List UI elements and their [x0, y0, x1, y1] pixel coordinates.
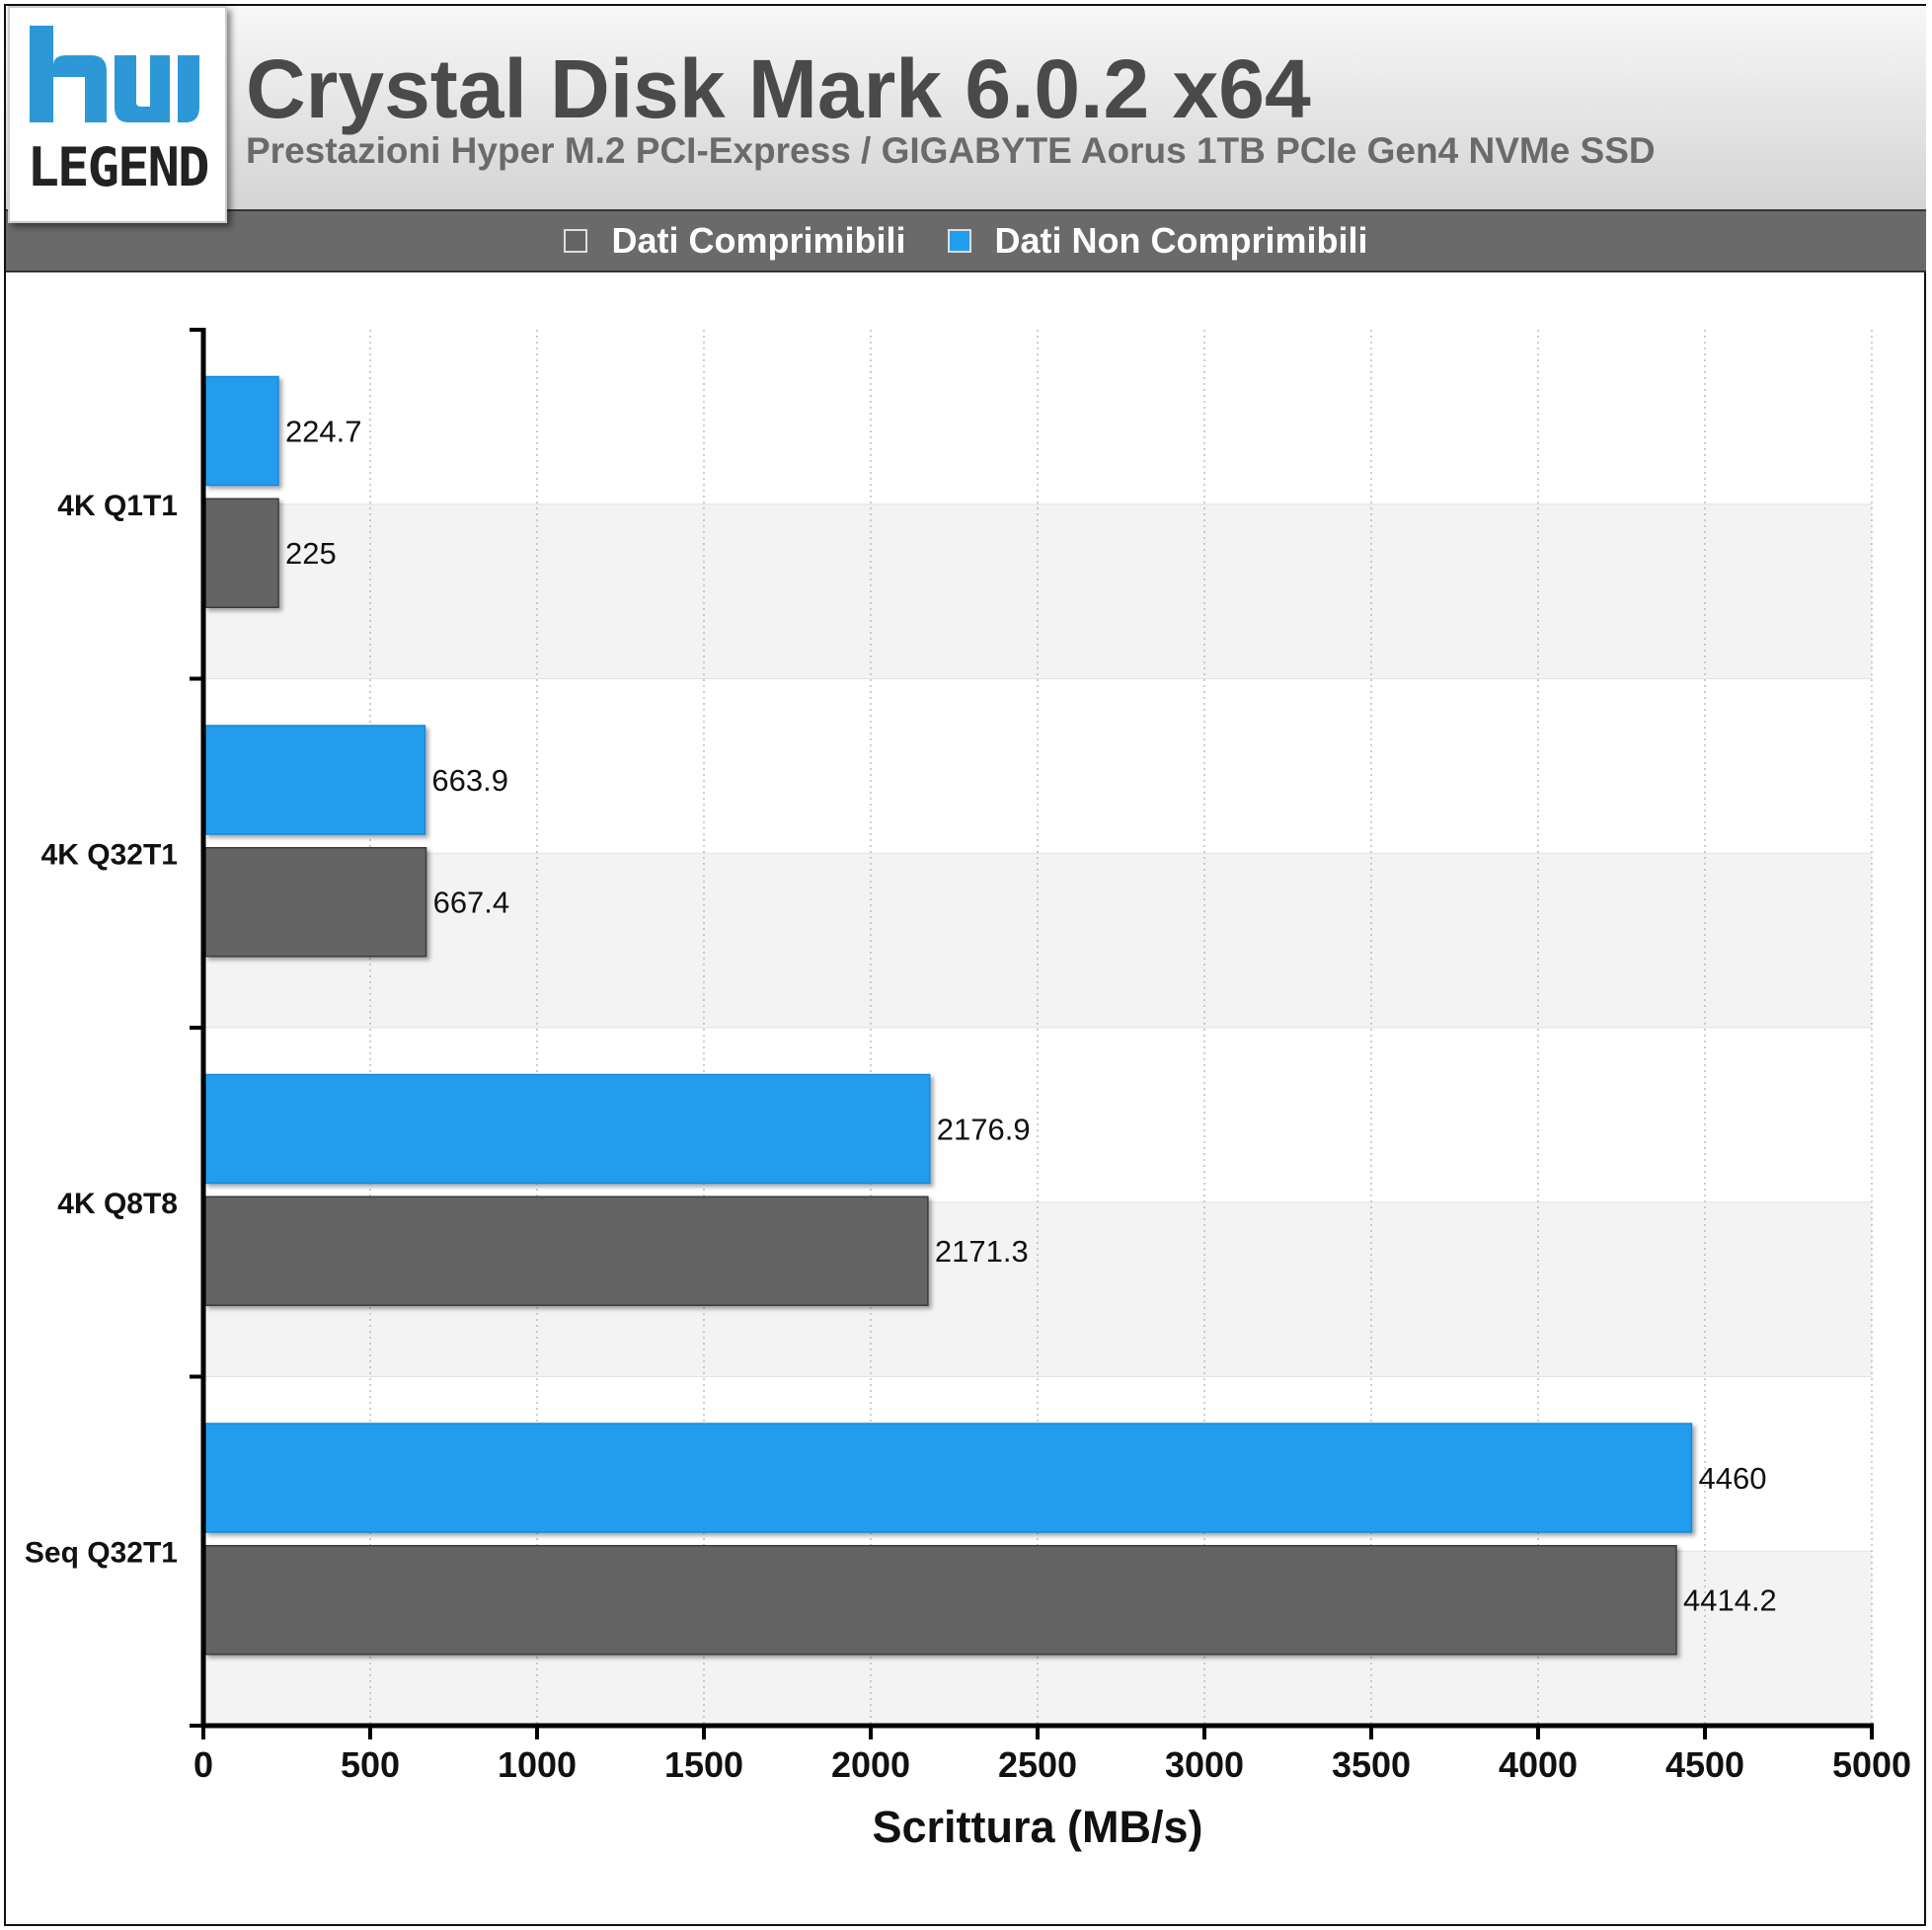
- legend-item-compressible: Dati Comprimibili: [564, 220, 906, 262]
- category-label: 4K Q32T1: [41, 838, 178, 871]
- x-tick-label: 0: [193, 1744, 213, 1785]
- category-label: Seq Q32T1: [25, 1536, 178, 1569]
- value-label: 667.4: [433, 886, 510, 920]
- chart-subtitle: Prestazioni Hyper M.2 PCI-Express / GIGA…: [246, 130, 1656, 171]
- legend-swatch-incompressible: [947, 229, 971, 253]
- x-tick-label: 5000: [1832, 1744, 1911, 1785]
- grid-lines: [369, 330, 1873, 1726]
- legend-item-incompressible: Dati Non Comprimibili: [947, 220, 1368, 262]
- hwlegend-logo-mark: [30, 26, 199, 122]
- bar-incompressible: [204, 725, 426, 835]
- category-label: 4K Q8T8: [57, 1188, 178, 1220]
- bar-compressible: [204, 1544, 1677, 1656]
- bar-compressible: [204, 846, 427, 958]
- x-tick-labels: 0 500 1000 1500 2000 2500 3000 3500 4000 4500 5000: [193, 1744, 1911, 1785]
- value-label: 225: [285, 536, 337, 571]
- legend: Dati Comprimibili Dati Non Comprimibili: [6, 211, 1926, 270]
- bar-compressible: [204, 1196, 929, 1306]
- value-labels: 224.7 663.9 2176.9 4460 225 667.4 2171.3 4414.2: [285, 415, 1777, 1618]
- hwlegend-logo: LEGEND: [8, 6, 227, 223]
- value-label: 2171.3: [935, 1234, 1029, 1269]
- bar-incompressible: [204, 1073, 931, 1185]
- x-tick-label: 3000: [1165, 1744, 1244, 1785]
- x-tick-label: 2500: [998, 1744, 1077, 1785]
- value-label: 2176.9: [937, 1113, 1031, 1147]
- legend-swatch-compressible: [564, 229, 588, 253]
- axes: [190, 328, 1874, 1739]
- value-label: 4460: [1698, 1461, 1766, 1496]
- x-axis-label: Scrittura (MB/s): [872, 1802, 1202, 1852]
- bar-compressible: [204, 498, 279, 608]
- x-tick-label: 4000: [1499, 1744, 1578, 1785]
- chart-header: Crystal Disk Mark 6.0.2 x64 Prestazioni …: [6, 6, 1926, 211]
- x-tick-label: 4500: [1665, 1744, 1744, 1785]
- value-label: 663.9: [431, 763, 508, 798]
- bar-incompressible: [204, 375, 279, 487]
- x-tick-label: 2000: [831, 1744, 910, 1785]
- category-labels: 4K Q1T1 4K Q32T1 4K Q8T8 Seq Q32T1: [25, 490, 178, 1570]
- chart-title: Crystal Disk Mark 6.0.2 x64: [246, 42, 1311, 135]
- logo-text: LEGEND: [27, 136, 209, 198]
- x-tick-label: 1500: [664, 1744, 743, 1785]
- x-tick-label: 500: [341, 1744, 400, 1785]
- category-label: 4K Q1T1: [57, 490, 178, 522]
- legend-label-incompressible: Dati Non Comprimibili: [994, 220, 1368, 261]
- legend-label-compressible: Dati Comprimibili: [611, 220, 906, 261]
- legend-bar: Dati Comprimibili Dati Non Comprimibili: [6, 209, 1926, 272]
- value-label: 4414.2: [1683, 1583, 1777, 1618]
- x-tick-label: 3500: [1332, 1744, 1411, 1785]
- bar-incompressible: [204, 1423, 1693, 1533]
- value-label: 224.7: [285, 415, 362, 449]
- x-tick-label: 1000: [498, 1744, 577, 1785]
- bars: [204, 375, 1693, 1656]
